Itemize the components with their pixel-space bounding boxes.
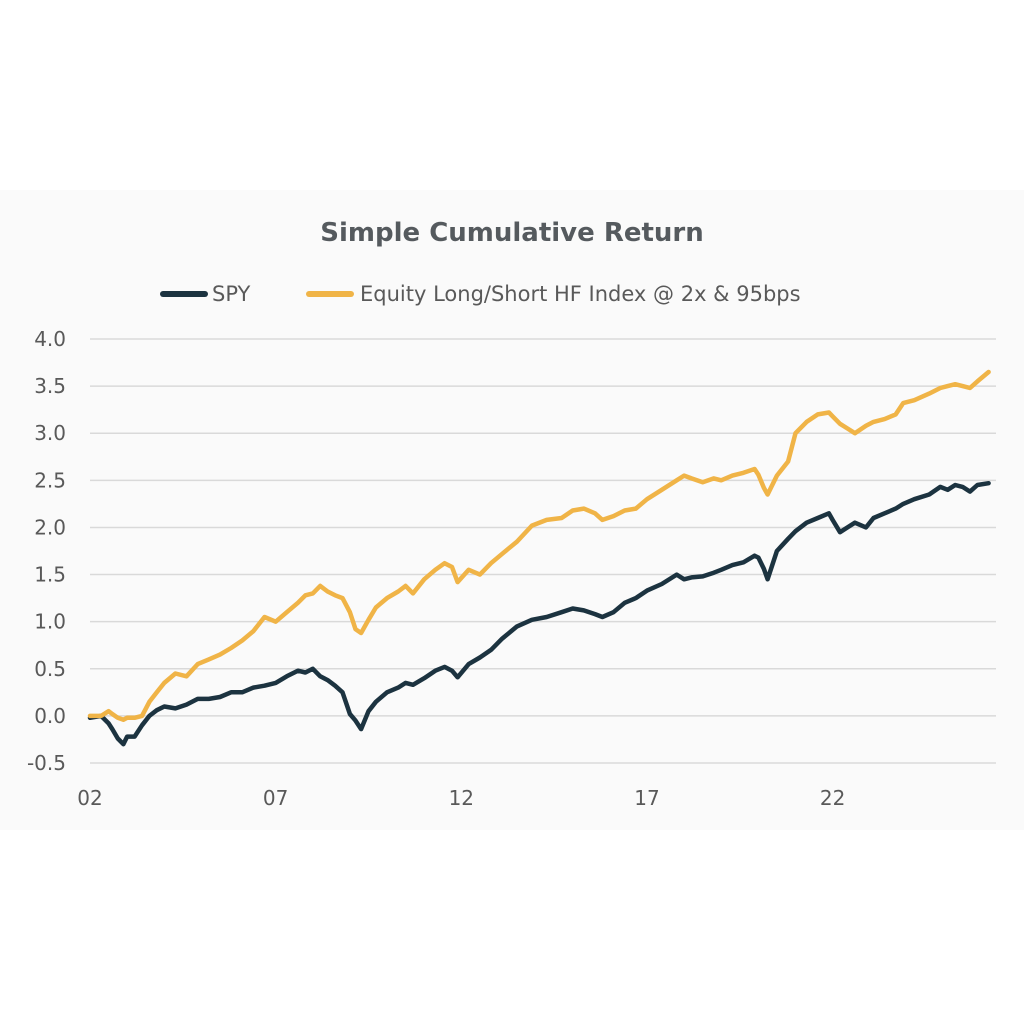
legend-swatch-spy — [160, 291, 208, 297]
x-tick-label: 12 — [449, 786, 474, 810]
gridlines — [90, 338, 996, 764]
y-tick-label: 0.5 — [34, 657, 66, 681]
x-axis-tick-labels: 02 07 12 17 22 — [77, 786, 845, 810]
legend-swatch-equity-long-short — [306, 291, 354, 297]
y-tick-label: -0.5 — [27, 751, 66, 775]
legend-item-equity-long-short: Equity Long/Short HF Index @ 2x & 95bps — [306, 278, 801, 310]
y-tick-label: 0.0 — [34, 704, 66, 728]
legend-label-equity-long-short: Equity Long/Short HF Index @ 2x & 95bps — [360, 282, 801, 306]
y-tick-label: 1.5 — [34, 563, 66, 587]
y-tick-label: 1.0 — [34, 610, 66, 634]
y-tick-label: 3.0 — [34, 421, 66, 445]
y-tick-label: 2.5 — [34, 468, 66, 492]
legend-item-spy: SPY — [160, 278, 250, 310]
series-line-spy — [87, 480, 991, 747]
x-tick-label: 02 — [77, 786, 102, 810]
x-tick-label: 17 — [634, 786, 659, 810]
x-tick-label: 22 — [820, 786, 845, 810]
x-tick-label: 07 — [263, 786, 288, 810]
series-lines — [87, 369, 991, 747]
y-tick-label: 3.5 — [34, 374, 66, 398]
y-tick-label: 4.0 — [34, 327, 66, 351]
series-line-equity-long-short — [87, 369, 991, 722]
chart-title: Simple Cumulative Return — [320, 218, 704, 248]
legend-label-spy: SPY — [212, 282, 251, 306]
y-tick-label: 2.0 — [34, 515, 66, 539]
y-axis-tick-labels: 4.0 3.5 3.0 2.5 2.0 1.5 1.0 0.5 0.0 -0.5 — [27, 327, 66, 775]
legend: SPY Equity Long/Short HF Index @ 2x & 95… — [0, 278, 1024, 310]
